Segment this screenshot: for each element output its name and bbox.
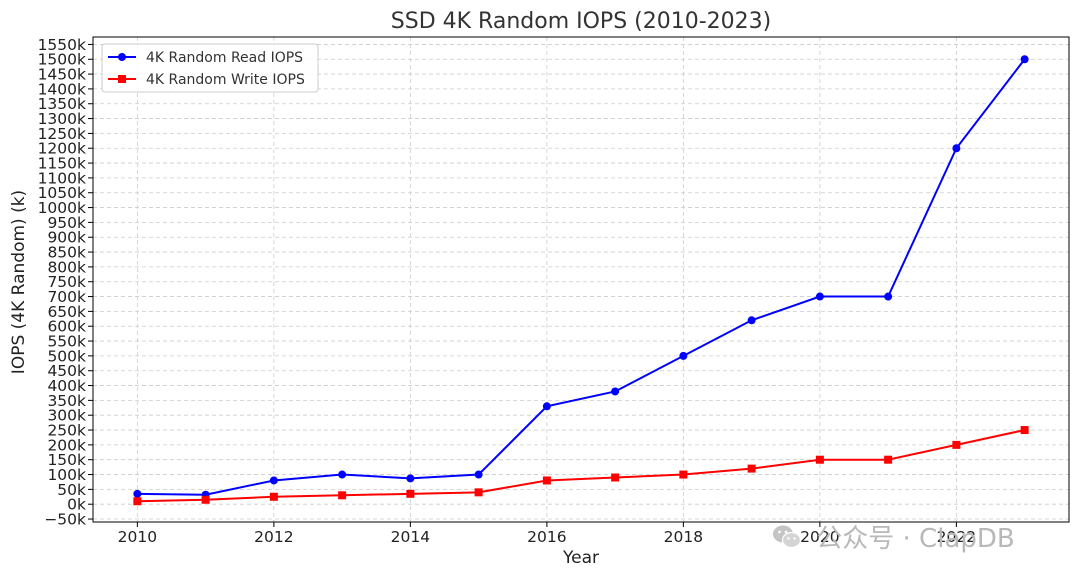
legend-label: 4K Random Read IOPS bbox=[146, 50, 303, 66]
data-point-circle bbox=[952, 144, 961, 153]
ticks: −50k0k50k100k150k200k250k300k350k400k450… bbox=[38, 36, 977, 546]
y-tick-label: 1200k bbox=[38, 140, 86, 158]
plot-frame bbox=[92, 36, 1070, 523]
y-tick-label: 1500k bbox=[38, 51, 86, 69]
data-point-circle bbox=[118, 53, 126, 61]
x-tick-label: 2020 bbox=[800, 528, 839, 546]
chart-title: SSD 4K Random IOPS (2010-2023) bbox=[391, 9, 771, 34]
series-write bbox=[133, 426, 1029, 506]
x-tick-label: 2016 bbox=[527, 528, 566, 546]
y-tick-label: 750k bbox=[47, 273, 86, 291]
y-tick-label: 100k bbox=[47, 466, 86, 484]
y-axis-label: IOPS (4K Random) (k) bbox=[9, 190, 29, 374]
data-point-square bbox=[118, 75, 126, 83]
y-tick-label: 350k bbox=[47, 392, 86, 410]
data-point-circle bbox=[679, 351, 688, 360]
data-point-square bbox=[474, 488, 483, 497]
y-tick-label: 550k bbox=[47, 333, 86, 351]
series-layer bbox=[133, 55, 1029, 506]
x-tick-label: 2018 bbox=[664, 528, 703, 546]
series-read bbox=[133, 55, 1029, 499]
data-point-square bbox=[611, 473, 620, 482]
y-tick-label: 500k bbox=[47, 347, 86, 365]
data-point-square bbox=[542, 476, 551, 485]
data-point-square bbox=[747, 464, 756, 473]
y-tick-label: 400k bbox=[47, 377, 86, 395]
watermark: 公众号 · ClapDB bbox=[772, 518, 1015, 555]
y-tick-label: 950k bbox=[47, 214, 86, 232]
data-point-square bbox=[406, 489, 415, 498]
watermark-text: 公众号 · ClapDB bbox=[816, 524, 1015, 554]
legend-label: 4K Random Write IOPS bbox=[146, 72, 305, 88]
data-point-square bbox=[884, 455, 893, 464]
y-tick-label: 650k bbox=[47, 303, 86, 321]
data-point-square bbox=[201, 495, 210, 504]
y-tick-label: 1000k bbox=[38, 199, 86, 217]
x-axis-label: Year bbox=[562, 548, 599, 568]
x-tick-label: 2010 bbox=[118, 528, 157, 546]
data-point-circle bbox=[542, 402, 551, 411]
y-tick-label: −50k bbox=[44, 511, 86, 529]
data-point-circle bbox=[747, 316, 756, 325]
data-point-circle bbox=[406, 474, 415, 483]
data-point-square bbox=[338, 491, 347, 500]
data-point-circle bbox=[1020, 55, 1029, 64]
y-tick-label: 300k bbox=[47, 407, 86, 425]
y-tick-label: 450k bbox=[47, 362, 86, 380]
y-tick-label: 250k bbox=[47, 422, 86, 440]
legend: 4K Random Read IOPS 4K Random Write IOPS bbox=[101, 43, 319, 93]
data-point-square bbox=[679, 470, 688, 479]
data-point-square bbox=[952, 440, 961, 449]
x-tick-label: 2022 bbox=[937, 528, 976, 546]
series-line bbox=[137, 58, 1026, 496]
y-tick-label: 1100k bbox=[38, 169, 86, 187]
legend-box bbox=[101, 43, 319, 93]
y-tick-label: 1350k bbox=[38, 95, 86, 113]
data-point-circle bbox=[884, 292, 893, 301]
data-point-circle bbox=[815, 292, 824, 301]
data-point-circle bbox=[611, 387, 620, 396]
data-point-circle bbox=[338, 470, 347, 479]
y-tick-label: 700k bbox=[47, 288, 86, 306]
y-tick-label: 800k bbox=[47, 258, 86, 276]
y-tick-label: 0k bbox=[67, 496, 86, 514]
y-tick-label: 50k bbox=[57, 481, 86, 499]
x-tick-label: 2012 bbox=[254, 528, 293, 546]
legend-item: 4K Random Read IOPS bbox=[108, 50, 303, 66]
y-tick-label: 150k bbox=[47, 451, 86, 469]
series-line bbox=[137, 429, 1025, 503]
data-point-square bbox=[269, 492, 278, 501]
legend-item: 4K Random Write IOPS bbox=[108, 72, 305, 88]
y-tick-label: 1300k bbox=[38, 110, 86, 128]
y-tick-label: 1050k bbox=[38, 184, 86, 202]
data-point-square bbox=[815, 455, 824, 464]
wechat-icon bbox=[773, 525, 802, 549]
y-tick-label: 1550k bbox=[38, 36, 86, 54]
grid bbox=[93, 37, 1069, 522]
data-point-circle bbox=[133, 489, 142, 498]
data-point-square bbox=[133, 497, 142, 506]
y-tick-label: 900k bbox=[47, 229, 86, 247]
data-point-circle bbox=[269, 476, 278, 485]
data-point-circle bbox=[474, 470, 483, 479]
y-tick-label: 850k bbox=[47, 244, 86, 262]
x-tick-label: 2014 bbox=[391, 528, 430, 546]
y-tick-label: 1450k bbox=[38, 66, 86, 84]
y-tick-label: 1250k bbox=[38, 125, 86, 143]
y-tick-label: 1400k bbox=[38, 80, 86, 98]
y-tick-label: 600k bbox=[47, 318, 86, 336]
data-point-square bbox=[1020, 426, 1029, 435]
y-tick-label: 200k bbox=[47, 436, 86, 454]
y-tick-label: 1150k bbox=[38, 155, 86, 173]
